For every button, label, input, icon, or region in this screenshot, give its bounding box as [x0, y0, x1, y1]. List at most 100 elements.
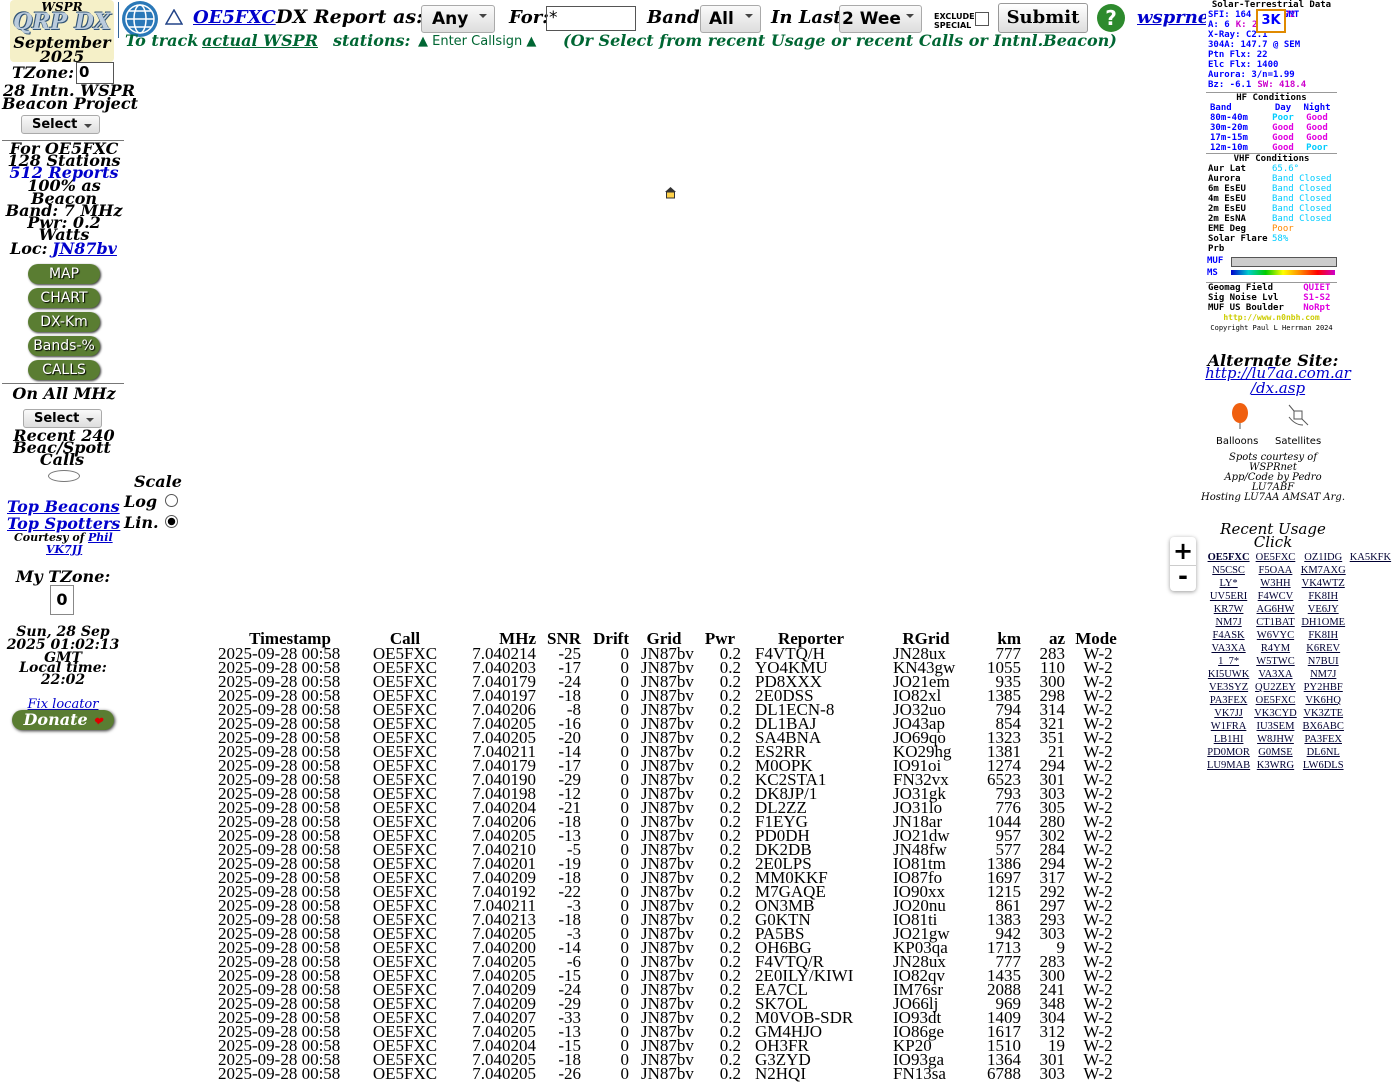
usage-call[interactable]: BX6ABC: [1302, 721, 1344, 732]
usage-call[interactable]: 1_7*: [1218, 656, 1240, 667]
usage-call[interactable]: G0MSE: [1258, 747, 1293, 758]
usage-call[interactable]: F4WCV: [1257, 591, 1294, 602]
zoom-out[interactable]: -: [1170, 564, 1196, 588]
usage-call[interactable]: QU2ZEY: [1255, 682, 1296, 693]
usage-call[interactable]: DH1OME: [1301, 617, 1346, 628]
usage-call[interactable]: LB1HI: [1213, 734, 1244, 745]
usage-call[interactable]: PA3FEX: [1304, 734, 1342, 745]
usage-call[interactable]: KA5KFK: [1349, 552, 1392, 563]
divider: [2, 383, 124, 384]
usage-call[interactable]: VA3XA: [1211, 643, 1246, 654]
callsign-link[interactable]: OE5FXC: [193, 7, 276, 28]
top-spotters-link[interactable]: Top Spotters: [7, 514, 121, 533]
table-cell: 2E0DSS: [755, 686, 814, 705]
balloon-icon[interactable]: [1230, 403, 1250, 429]
usage-call[interactable]: F4ASK: [1212, 630, 1245, 641]
nav-button[interactable]: CHART: [28, 288, 100, 308]
table-cell: G3ZYD: [755, 1050, 811, 1069]
table-cell: W-2: [1083, 966, 1113, 985]
usage-call[interactable]: K3WRG: [1256, 760, 1295, 771]
usage-call[interactable]: LU9MAB: [1207, 760, 1251, 771]
usage-call[interactable]: N5CSC: [1212, 565, 1245, 576]
usage-call[interactable]: DL6NL: [1306, 747, 1340, 758]
usage-call[interactable]: W8JHW: [1257, 734, 1294, 745]
band-select[interactable]: All: [700, 5, 761, 33]
all-select[interactable]: Select: [23, 407, 103, 428]
usage-call[interactable]: R4YM: [1260, 643, 1291, 654]
usage-call[interactable]: VE6JY: [1307, 604, 1339, 615]
last-select[interactable]: 2 Wee: [839, 5, 922, 33]
reports-link[interactable]: 512 Reports: [9, 163, 119, 182]
log-radio[interactable]: [165, 494, 178, 507]
usage-call[interactable]: W5TWC: [1256, 656, 1295, 667]
usage-call[interactable]: W6VYC: [1256, 630, 1295, 641]
usage-call[interactable]: FK8IH: [1308, 591, 1339, 602]
usage-call[interactable]: OE5FXC: [1207, 552, 1250, 563]
usage-call[interactable]: VA3XA: [1258, 669, 1293, 680]
table-cell: 0: [620, 784, 630, 803]
usage-call[interactable]: VK3ZTE: [1303, 708, 1344, 719]
loc-link[interactable]: JN87bv: [52, 239, 117, 258]
usage-call[interactable]: KR7W: [1213, 604, 1244, 615]
usage-call[interactable]: F5OAA: [1258, 565, 1293, 576]
zoom-in[interactable]: +: [1172, 537, 1194, 565]
usage-call[interactable]: VK4WTZ: [1301, 578, 1345, 589]
usage-call[interactable]: PY2HBF: [1303, 682, 1343, 693]
beacon-select[interactable]: Select: [21, 113, 101, 134]
table-cell: 7.040205: [472, 1064, 536, 1083]
nav-button[interactable]: CALLS: [28, 360, 100, 380]
for-input[interactable]: *: [546, 6, 636, 31]
table-cell: 301: [1039, 1050, 1066, 1069]
my-tzone-input[interactable]: 0: [50, 585, 74, 615]
usage-call[interactable]: VK6HQ: [1305, 695, 1342, 706]
usage-call[interactable]: VK7JJ: [1214, 708, 1243, 719]
usage-call[interactable]: VK3CYD: [1254, 708, 1297, 719]
table-cell: PA5BS: [755, 924, 805, 943]
donate-button[interactable]: Donate ❤: [12, 710, 114, 730]
nav-button[interactable]: DX-Km: [28, 312, 100, 332]
tzone-input[interactable]: 0: [76, 62, 114, 84]
help-button[interactable]: ?: [1097, 4, 1125, 32]
usage-call[interactable]: OZ1IDG: [1304, 552, 1343, 563]
usage-call[interactable]: N7BUI: [1307, 656, 1339, 667]
usage-call[interactable]: FK8IH: [1308, 630, 1339, 641]
usage-call[interactable]: NM7J: [1215, 617, 1242, 628]
usage-call[interactable]: KM7AXG: [1300, 565, 1346, 576]
usage-call[interactable]: OE5FXC: [1255, 695, 1296, 706]
usage-call[interactable]: PD0MOR: [1207, 747, 1250, 758]
usage-call[interactable]: K6REV: [1306, 643, 1341, 654]
table-cell: M7GAQE: [755, 882, 826, 901]
globe-icon[interactable]: [120, 0, 160, 40]
usage-call[interactable]: UV5ERI: [1209, 591, 1248, 602]
usage-call[interactable]: W3HH: [1260, 578, 1291, 589]
top-beacons-link[interactable]: Top Beacons: [7, 497, 120, 516]
courtesy-link[interactable]: VK7JJ: [46, 543, 83, 556]
usage-call[interactable]: LY*: [1219, 578, 1238, 589]
usage-call[interactable]: IU3SEM: [1256, 721, 1295, 732]
usage-call[interactable]: LW6DLS: [1302, 760, 1344, 771]
satellite-icon[interactable]: [1287, 403, 1309, 427]
badge[interactable]: 3K: [1256, 9, 1286, 33]
usage-call[interactable]: OE5FXC: [1255, 552, 1296, 563]
nav-button[interactable]: Bands-%: [28, 336, 100, 356]
usage-call[interactable]: CT1BAT: [1256, 617, 1295, 628]
fix-locator-link[interactable]: Fix locator: [27, 697, 99, 712]
alt-site-link[interactable]: http://lu7aa.com.ar/dx.asp: [1196, 366, 1360, 396]
usage-call[interactable]: NM7J: [1310, 669, 1337, 680]
usage-call[interactable]: AG6HW: [1256, 604, 1295, 615]
usage-call[interactable]: VE3SYZ: [1209, 682, 1249, 693]
dx-report-select[interactable]: Any: [421, 5, 496, 33]
track-link[interactable]: actual WSPR: [202, 31, 318, 50]
usage-call[interactable]: PA3FEX: [1209, 695, 1248, 706]
submit-button[interactable]: Submit: [998, 3, 1088, 33]
home-marker[interactable]: [664, 186, 677, 199]
table-cell: 293: [1039, 910, 1066, 929]
usage-call[interactable]: KI5UWK: [1207, 669, 1250, 680]
courtesy-link[interactable]: Phil: [88, 531, 113, 544]
lin-radio[interactable]: [165, 515, 178, 528]
exclude-checkbox[interactable]: [975, 12, 989, 26]
solar-value: K: 2: [1235, 20, 1258, 30]
usage-call[interactable]: W1FRA: [1210, 721, 1247, 732]
table-cell: KO29hg: [893, 742, 952, 761]
nav-button[interactable]: MAP: [28, 264, 100, 284]
